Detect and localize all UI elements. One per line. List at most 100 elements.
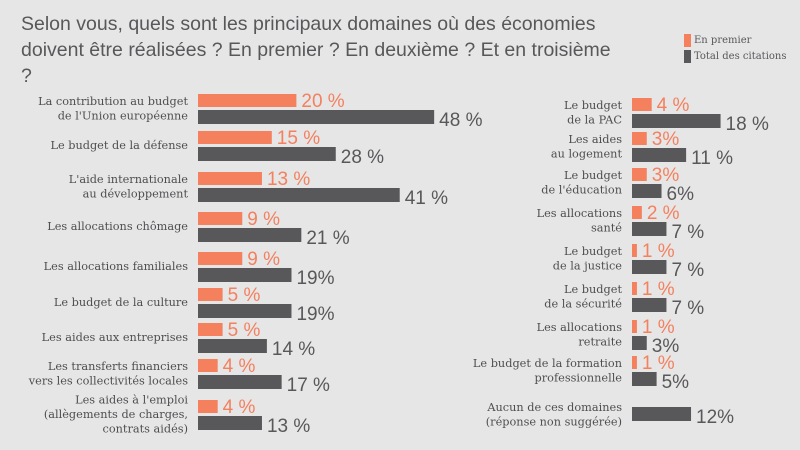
category-label: Les transferts financiers xyxy=(48,360,188,373)
bar-premier xyxy=(198,323,223,336)
category-label: La contribution au budget xyxy=(38,95,188,108)
value-label-total: 7 % xyxy=(671,298,704,319)
value-label-total: 3% xyxy=(652,336,680,357)
bar-premier xyxy=(198,400,218,413)
value-label-premier: 3% xyxy=(652,165,680,186)
category-label: Les allocations xyxy=(537,207,623,220)
category-label: Les allocations xyxy=(537,321,623,334)
bar-premier xyxy=(198,359,218,372)
category-label: contrats aidés) xyxy=(103,423,188,436)
bar-total xyxy=(632,184,662,198)
legend-swatch-total xyxy=(684,49,691,63)
category-label: au développement xyxy=(83,187,189,200)
bar-total xyxy=(632,407,692,421)
bar-total xyxy=(198,110,435,124)
value-label-total: 7 % xyxy=(671,260,704,281)
value-label-premier: 15 % xyxy=(277,128,320,149)
category-label: (allègements de charges, xyxy=(44,408,188,421)
value-label-premier: 5 % xyxy=(228,285,261,306)
bar-premier xyxy=(632,168,647,181)
value-label-total: 5% xyxy=(662,372,690,393)
chart-title: Selon vous, quels sont les principaux do… xyxy=(21,11,621,89)
category-label: (réponse non suggérée) xyxy=(486,415,622,428)
category-label: Le budget xyxy=(564,245,622,258)
value-label-total: 13 % xyxy=(267,416,310,437)
category-label: Le budget de la culture xyxy=(54,296,188,309)
category-label: L'aide internationale xyxy=(69,173,189,186)
category-label: de l'Union européenne xyxy=(58,109,189,122)
bar-total xyxy=(632,372,657,386)
category-label: de la sécurité xyxy=(544,297,622,310)
bar-total xyxy=(198,188,400,202)
legend-swatch-premier xyxy=(684,33,691,47)
category-label: santé xyxy=(591,221,622,234)
bar-total xyxy=(632,148,687,162)
category-label: retraite xyxy=(578,335,622,348)
value-label-total: 48 % xyxy=(439,110,482,131)
bar-total xyxy=(632,298,667,312)
title-line-1: Selon vous, quels sont les principaux do… xyxy=(21,13,596,35)
value-label-total: 6% xyxy=(667,184,695,205)
legend: En premier Total des citations xyxy=(684,32,787,64)
category-label: Les aides xyxy=(568,133,622,146)
bar-premier xyxy=(198,212,243,225)
value-label-total: 14 % xyxy=(272,339,315,360)
value-label-total: 12% xyxy=(696,407,734,428)
bar-total xyxy=(198,416,262,430)
category-label: de la justice xyxy=(553,259,623,272)
value-label-premier: 1 % xyxy=(642,317,675,338)
value-label-total: 19% xyxy=(296,304,334,325)
title-line-2: doivent être réalisées ? En premier ? En… xyxy=(21,39,611,87)
category-label: Les aides aux entreprises xyxy=(42,331,189,344)
legend-item-premier: En premier xyxy=(684,32,787,48)
bar-total xyxy=(198,339,267,353)
category-label: Les allocations familiales xyxy=(44,260,189,273)
bar-premier xyxy=(198,172,262,185)
value-label-premier: 4 % xyxy=(223,356,256,377)
value-label-premier: 2 % xyxy=(647,203,680,224)
bar-total xyxy=(198,375,282,389)
legend-label-premier: En premier xyxy=(694,34,752,46)
value-label-premier: 3% xyxy=(652,129,680,150)
value-label-premier: 13 % xyxy=(267,169,310,190)
value-label-total: 17 % xyxy=(287,375,330,396)
bar-premier xyxy=(632,282,637,295)
bar-premier xyxy=(632,244,637,257)
value-label-premier: 9 % xyxy=(247,209,280,230)
bar-total xyxy=(198,304,292,318)
category-label: Le budget xyxy=(564,169,622,182)
bar-total xyxy=(632,114,721,128)
value-label-premier: 4 % xyxy=(223,397,256,418)
category-label: Le budget xyxy=(564,283,622,296)
value-label-total: 28 % xyxy=(341,147,384,168)
bar-total xyxy=(632,260,667,274)
value-label-total: 18 % xyxy=(726,114,769,135)
bar-premier xyxy=(198,288,223,301)
category-label: vers les collectivités locales xyxy=(28,374,188,387)
category-label: Les allocations chômage xyxy=(47,220,188,233)
bar-total xyxy=(198,268,292,282)
bar-premier xyxy=(632,132,647,145)
value-label-premier: 20 % xyxy=(301,91,344,112)
bar-total xyxy=(198,228,302,242)
category-label: professionnelle xyxy=(535,371,623,384)
value-label-premier: 5 % xyxy=(228,320,261,341)
bar-premier xyxy=(198,252,243,265)
bar-premier xyxy=(198,94,297,107)
bar-premier xyxy=(632,206,642,219)
value-label-premier: 4 % xyxy=(657,95,690,116)
value-label-total: 41 % xyxy=(405,188,448,209)
value-label-premier: 1 % xyxy=(642,241,675,262)
bar-total xyxy=(632,336,647,350)
bar-total xyxy=(198,147,336,161)
value-label-premier: 9 % xyxy=(247,249,280,270)
bar-premier xyxy=(198,131,272,144)
category-label: Le budget de la formation xyxy=(473,357,622,370)
value-label-total: 7 % xyxy=(671,222,704,243)
value-label-total: 21 % xyxy=(306,228,349,249)
category-label: Le budget xyxy=(564,99,622,112)
value-label-premier: 1 % xyxy=(642,279,675,300)
category-label: Le budget de la défense xyxy=(50,139,188,152)
bar-premier xyxy=(632,98,652,111)
